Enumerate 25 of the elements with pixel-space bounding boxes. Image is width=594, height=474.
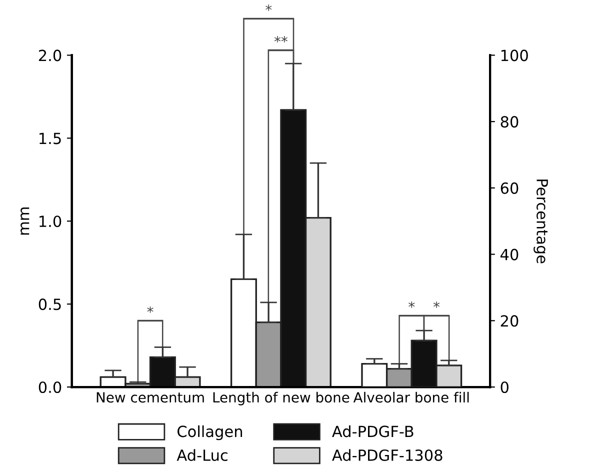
y2-tick-label: 60 [500, 182, 518, 194]
x-tick-label: New cementum [96, 392, 204, 403]
text: * [266, 4, 272, 11]
y2-tick-label: 0 [500, 381, 508, 394]
annotation: * [433, 301, 440, 308]
text: ** [274, 36, 288, 42]
y2-tick-label: 20 [500, 315, 518, 327]
y2-tick-label: 100 [501, 50, 528, 62]
y-tick-label: 2.0 [38, 50, 62, 62]
legend-label: Collagen [178, 425, 242, 440]
x-tick-label: Alveolar bone fill [353, 392, 469, 403]
y2-tick-label: 40 [500, 248, 518, 260]
y-tick-label: 0.0 [38, 381, 62, 394]
y2-axis-title: Percentage [534, 180, 548, 264]
annotation: * [408, 301, 415, 308]
legend-label: Ad-PDGF-B [332, 425, 414, 438]
x-tick-label: Length of new bone [213, 392, 350, 406]
y-tick-label: 0.5 [38, 298, 61, 310]
y2-tick-label: 80 [500, 116, 518, 128]
y-tick-label: 1.0 [40, 216, 62, 228]
legend-label: Ad-Luc [176, 449, 228, 462]
annotation: * [147, 306, 154, 313]
legend-label: Ad-PDGF-1308 [332, 449, 442, 462]
y-axis-title: mm [20, 208, 30, 235]
y-tick-label: 1.5 [40, 132, 61, 144]
